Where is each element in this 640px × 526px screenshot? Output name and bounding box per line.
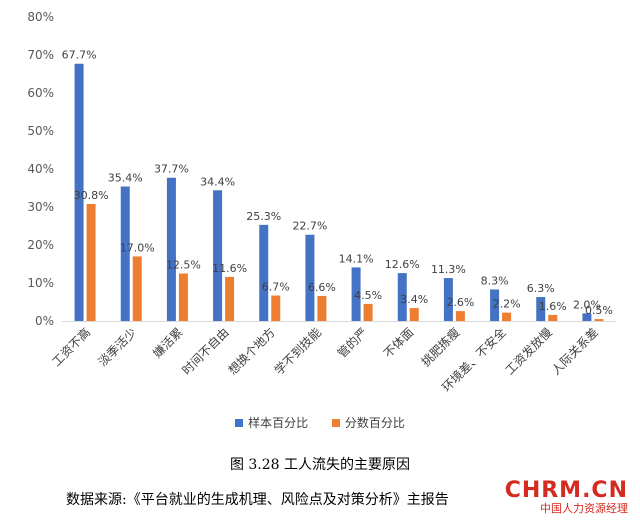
watermark-brand: CHRM.CN [504,478,628,503]
data-label-score: 6.7% [262,281,290,294]
bar-chart: 0% 10% 20% 30% 40% 50% 60% 70% 80% 67.7% 30.8% 工资不高… [27,10,616,395]
category-label: 想换个地方 [225,325,278,378]
bar-sample [120,186,130,321]
y-tick-label: 70% [27,48,54,62]
watermark-subtitle: 中国人力资源经理 [540,502,628,515]
category-label: 工资发放慢 [502,325,555,378]
data-label-sample: 34.4% [200,175,235,188]
data-label-score: 1.6% [539,300,567,313]
y-tick-label: 20% [27,238,54,252]
bar-sample [259,224,269,321]
category-label: 工资不高 [49,325,94,370]
bar-sample [582,313,592,321]
data-label-score: 11.6% [212,262,247,275]
bar-score [271,295,281,321]
bar-score [178,273,188,321]
data-label-sample: 37.7% [154,163,189,176]
legend-swatch-sample [235,418,244,427]
data-label-sample: 67.7% [62,49,97,62]
data-label-score: 30.8% [74,189,109,202]
y-tick-label: 60% [27,86,54,100]
category-label: 学不到技能 [271,325,324,378]
data-label-sample: 12.6% [385,258,420,271]
data-label-sample: 2.0% [573,298,601,311]
data-label-score: 3.4% [400,293,428,306]
data-label-sample: 6.3% [527,282,555,295]
legend-label-sample: 样本百分比 [248,416,309,430]
legend-item-score: 分数百分比 [331,414,405,431]
chart: 0% 10% 20% 30% 40% 50% 60% 70% 80% 67.7% 30.8% 工资不高… [27,10,616,395]
bar-score [317,295,327,321]
y-tick-label: 0% [35,314,54,328]
data-label-score: 12.5% [166,259,201,272]
legend: 样本百分比 分数百分比 [0,414,640,431]
bar-sample [166,177,176,321]
category-label: 淡季活少 [96,325,140,369]
bar-score [363,303,373,321]
bar-score [86,203,96,321]
data-label-score: 2.2% [493,298,521,311]
data-label-score: 0.5% [585,304,613,317]
bar-score [225,276,235,321]
bar-sample [74,63,84,322]
bar-sample [351,267,361,321]
category-label: 嫌活累 [150,325,185,360]
bar-sample [536,297,546,321]
legend-swatch-score [331,418,340,427]
bar-score [502,312,512,321]
category-label: 管的严 [334,325,370,361]
figure-caption: 图 3.28 工人流失的主要原因 [229,457,411,473]
category-label: 时间不自由 [179,325,231,377]
y-tick-label: 80% [27,10,54,24]
bar-sample [443,278,453,321]
category-label: 人际关系差 [549,325,601,377]
data-label-score: 4.5% [354,289,382,302]
data-label-score: 17.0% [120,241,155,254]
data-label-sample: 35.4% [108,171,143,184]
data-source-note: 数据来源:《平台就业的生成机理、风险点及对策分析》主报告 [66,492,449,508]
bar-score [409,308,419,321]
data-label-score: 6.6% [308,281,336,294]
data-label-sample: 25.3% [246,210,281,223]
legend-label-score: 分数百分比 [344,416,405,430]
data-label-sample: 14.1% [339,252,374,265]
bar-sample [305,234,315,321]
data-label-score: 2.6% [446,296,474,309]
bar-score [132,256,142,321]
y-tick-label: 40% [27,162,54,176]
y-tick-label: 10% [27,276,54,290]
bar-sample [397,273,407,321]
bar-score [594,319,604,321]
y-tick-label: 30% [27,200,54,214]
watermark-logo: CHRM.CN 中国人力资源经理 [504,478,628,516]
data-label-sample: 8.3% [481,274,509,287]
bar-score [455,311,465,321]
category-label: 挑肥拣瘦 [418,325,463,370]
bar-score [548,314,558,321]
bar-sample [490,289,500,321]
category-label: 不体面 [381,325,416,360]
y-tick-label: 50% [27,124,54,138]
data-label-sample: 11.3% [431,263,466,276]
data-label-sample: 22.7% [292,220,327,233]
bar-sample [213,190,223,321]
legend-item-sample: 样本百分比 [235,414,308,431]
